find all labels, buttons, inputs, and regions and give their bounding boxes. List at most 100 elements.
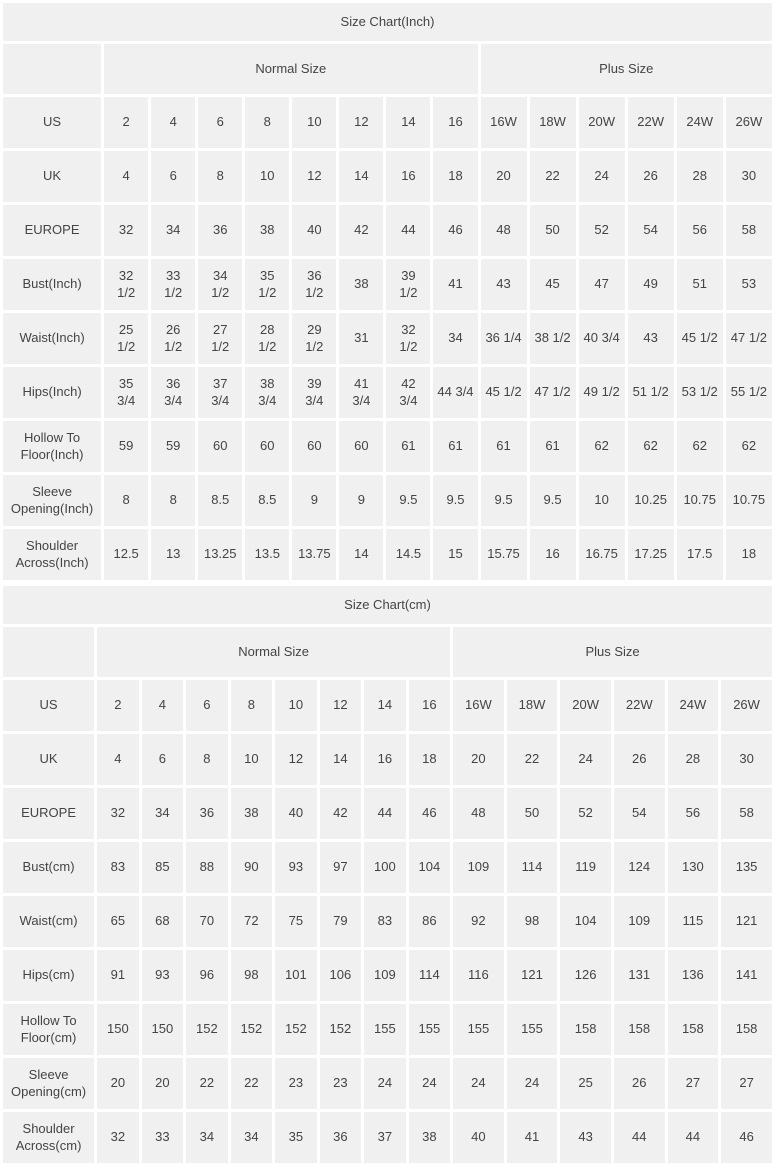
size-value-cell: 49 1/2	[578, 367, 625, 418]
size-value-cell: 46	[721, 1112, 772, 1163]
size-value-cell: 15.75	[480, 529, 527, 580]
size-value-cell: 49	[627, 259, 674, 310]
size-value-cell: 60	[339, 421, 384, 472]
size-value-cell: 136	[667, 950, 719, 1001]
size-value-cell: 61	[529, 421, 576, 472]
size-value-cell: 41 3/4	[339, 367, 384, 418]
size-value-cell: 40 3/4	[578, 313, 625, 364]
size-value-cell: 50	[529, 205, 576, 256]
size-value-cell: 20	[141, 1058, 184, 1109]
table-title: Size Chart(cm)	[3, 586, 772, 624]
size-value-cell: 27	[721, 1058, 772, 1109]
size-value-cell: 109	[364, 950, 406, 1001]
size-value-cell: 26W	[725, 97, 772, 148]
size-value-cell: 124	[613, 842, 665, 893]
size-value-cell: 2	[97, 680, 139, 731]
size-value-cell: 4	[97, 734, 139, 785]
table-row-hips-cm: Hips(cm) 91 93 96 98 101 106 109 114 116 121 126 131…	[3, 950, 772, 1001]
size-value-cell: 16W	[453, 680, 504, 731]
size-value-cell: 16	[529, 529, 576, 580]
size-value-cell: 155	[364, 1004, 406, 1055]
size-value-cell: 36	[198, 205, 243, 256]
size-value-cell: 23	[275, 1058, 317, 1109]
size-value-cell: 6	[141, 734, 184, 785]
size-value-cell: 75	[275, 896, 317, 947]
size-value-cell: 10	[230, 734, 273, 785]
size-value-cell: 59	[151, 421, 196, 472]
row-label: Sleeve Opening(cm)	[3, 1058, 95, 1109]
size-value-cell: 114	[408, 950, 451, 1001]
size-value-cell: 6	[151, 151, 196, 202]
size-value-cell: 36	[319, 1112, 362, 1163]
size-value-cell: 28 1/2	[245, 313, 290, 364]
size-value-cell: 44 3/4	[433, 367, 478, 418]
size-value-cell: 36 1/2	[292, 259, 337, 310]
size-value-cell: 158	[667, 1004, 719, 1055]
size-value-cell: 47	[578, 259, 625, 310]
size-value-cell: 38 1/2	[529, 313, 576, 364]
row-label: Shoulder Across(cm)	[3, 1112, 95, 1163]
size-value-cell: 92	[453, 896, 504, 947]
size-value-cell: 13.25	[198, 529, 243, 580]
size-value-cell: 4	[104, 151, 149, 202]
size-value-cell: 104	[560, 896, 611, 947]
size-value-cell: 59	[104, 421, 149, 472]
row-label: UK	[3, 151, 102, 202]
size-value-cell: 38	[408, 1112, 451, 1163]
size-value-cell: 20	[453, 734, 504, 785]
size-value-cell: 12	[339, 97, 384, 148]
size-value-cell: 155	[453, 1004, 504, 1055]
size-chart-cm-table: Size Chart(cm) Normal Size Plus Size US 2 4 6 8…	[0, 583, 775, 1166]
size-value-cell: 61	[433, 421, 478, 472]
table-title-row: Size Chart(Inch)	[3, 3, 772, 41]
size-value-cell: 42	[319, 788, 362, 839]
size-value-cell: 36 1/4	[480, 313, 527, 364]
size-value-cell: 38 3/4	[245, 367, 290, 418]
size-value-cell: 38	[245, 205, 290, 256]
size-value-cell: 152	[230, 1004, 273, 1055]
size-value-cell: 18	[408, 734, 451, 785]
table-row-hollow-to-floor-cm: Hollow To Floor(cm) 150 150 152 152 152 152 155…	[3, 1004, 772, 1055]
size-value-cell: 97	[319, 842, 362, 893]
size-value-cell: 152	[186, 1004, 228, 1055]
size-value-cell: 43	[627, 313, 674, 364]
size-value-cell: 16	[386, 151, 431, 202]
size-value-cell: 9	[339, 475, 384, 526]
size-value-cell: 26 1/2	[151, 313, 196, 364]
size-value-cell: 68	[141, 896, 184, 947]
size-value-cell: 55 1/2	[725, 367, 772, 418]
size-value-cell: 43	[560, 1112, 611, 1163]
size-value-cell: 42 3/4	[386, 367, 431, 418]
size-value-cell: 61	[386, 421, 431, 472]
size-chart-inch-table: Size Chart(Inch) Normal Size Plus Size US 2 4…	[3, 3, 772, 580]
table-row-waist-inch: Waist(Inch) 25 1/2 26 1/2 27 1/2 28 1/2 29 1/2 31 32…	[3, 313, 772, 364]
row-label: Waist(Inch)	[3, 313, 102, 364]
size-value-cell: 34	[186, 1112, 228, 1163]
column-group-row: Normal Size Plus Size	[3, 44, 772, 94]
size-value-cell: 10.25	[627, 475, 674, 526]
size-value-cell: 44	[364, 788, 406, 839]
size-value-cell: 35	[275, 1112, 317, 1163]
size-value-cell: 8	[186, 734, 228, 785]
size-value-cell: 91	[97, 950, 139, 1001]
group-header-plus-size: Plus Size	[480, 44, 772, 94]
size-value-cell: 42	[339, 205, 384, 256]
size-value-cell: 47 1/2	[529, 367, 576, 418]
size-value-cell: 58	[721, 788, 772, 839]
row-label: Shoulder Across(Inch)	[3, 529, 102, 580]
size-value-cell: 36 3/4	[151, 367, 196, 418]
size-value-cell: 152	[319, 1004, 362, 1055]
size-value-cell: 72	[230, 896, 273, 947]
table-row-waist-cm: Waist(cm) 65 68 70 72 75 79 83 86 92 98 104 109 115 12…	[3, 896, 772, 947]
size-value-cell: 51	[676, 259, 723, 310]
size-value-cell: 12	[292, 151, 337, 202]
size-value-cell: 24	[364, 1058, 406, 1109]
size-value-cell: 32	[97, 1112, 139, 1163]
size-value-cell: 45 1/2	[676, 313, 723, 364]
size-value-cell: 88	[186, 842, 228, 893]
row-label: Bust(cm)	[3, 842, 95, 893]
size-value-cell: 155	[506, 1004, 558, 1055]
size-value-cell: 22W	[613, 680, 665, 731]
size-value-cell: 44	[613, 1112, 665, 1163]
table-row-sleeve-opening-inch: Sleeve Opening(Inch) 8 8 8.5 8.5 9 9 9.5 9.5 9.5 9…	[3, 475, 772, 526]
